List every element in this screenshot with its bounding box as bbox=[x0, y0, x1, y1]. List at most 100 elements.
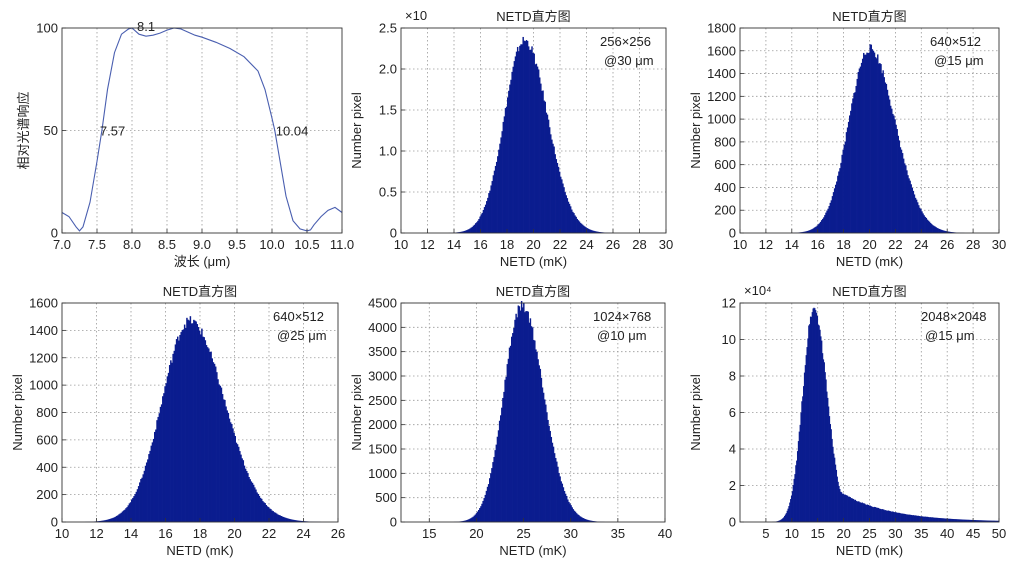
histogram-bar bbox=[837, 481, 839, 522]
y-tick-label: 50 bbox=[44, 123, 58, 138]
histogram-bar bbox=[250, 481, 253, 522]
histogram-bar bbox=[895, 124, 897, 233]
y-tick-label: 1600 bbox=[29, 296, 58, 311]
histogram-bar bbox=[512, 333, 514, 522]
x-tick-label: 10 bbox=[55, 526, 69, 541]
y-exponent-label: ×10⁴ bbox=[744, 283, 772, 298]
chart-title: NETD直方图 bbox=[496, 9, 570, 24]
histogram-bar bbox=[564, 192, 566, 233]
histogram-bar bbox=[893, 512, 895, 522]
x-tick-label: 12 bbox=[759, 237, 773, 252]
histogram-bar bbox=[867, 52, 869, 233]
histogram-bar bbox=[828, 406, 830, 522]
histogram-bar bbox=[196, 324, 199, 522]
histogram-bar bbox=[898, 512, 901, 522]
histogram-bar bbox=[986, 520, 988, 522]
histogram-bar bbox=[801, 401, 803, 522]
histogram-bar bbox=[929, 517, 932, 522]
histogram-bar bbox=[546, 114, 549, 233]
histogram-bar bbox=[502, 121, 505, 233]
y-tick-label: 1800 bbox=[707, 21, 736, 36]
histogram-bar bbox=[471, 226, 474, 233]
y-tick-label: 1.5 bbox=[379, 103, 397, 118]
histogram-bar bbox=[105, 519, 108, 522]
histogram-bar bbox=[978, 520, 980, 522]
histogram-bar bbox=[502, 397, 504, 522]
histogram-bar bbox=[546, 412, 548, 522]
histogram-bar bbox=[589, 520, 591, 522]
y-tick-label: 4 bbox=[729, 442, 736, 457]
histogram-bar bbox=[863, 503, 865, 522]
x-tick-label: 14 bbox=[785, 237, 799, 252]
histogram-bar bbox=[881, 73, 883, 234]
note-pitch: @15 μm bbox=[934, 53, 984, 68]
x-tick-label: 12 bbox=[89, 526, 103, 541]
histogram-bar bbox=[881, 509, 883, 522]
histogram-bar bbox=[462, 231, 465, 233]
histogram-bar bbox=[884, 510, 886, 522]
x-tick-label: 18 bbox=[500, 237, 514, 252]
histogram-bar bbox=[801, 232, 803, 233]
histogram-bar bbox=[887, 510, 889, 522]
histogram-bar bbox=[475, 513, 478, 522]
histogram-bar bbox=[244, 468, 247, 522]
histogram-bar bbox=[251, 482, 254, 522]
histogram-bar bbox=[830, 429, 832, 522]
histogram-bar bbox=[520, 301, 523, 522]
histogram-bar bbox=[883, 509, 885, 522]
histogram-bar bbox=[142, 474, 144, 522]
histogram-bar bbox=[865, 504, 867, 522]
histogram-bar bbox=[843, 494, 845, 522]
histogram-bar bbox=[232, 428, 234, 522]
histogram-bar bbox=[832, 192, 835, 233]
histogram-bar bbox=[989, 520, 991, 522]
histogram-bar bbox=[544, 101, 546, 233]
histogram-bar bbox=[205, 345, 208, 522]
histogram-bar bbox=[582, 224, 584, 233]
histogram-bar bbox=[186, 317, 188, 522]
histogram-bar bbox=[831, 438, 833, 522]
histogram-bar bbox=[513, 61, 516, 234]
y-tick-label: 200 bbox=[36, 487, 58, 502]
histogram-bar bbox=[537, 359, 539, 522]
y-tick-label: 1500 bbox=[368, 442, 397, 457]
histogram-bar bbox=[965, 519, 967, 522]
histogram-bar bbox=[842, 149, 844, 233]
histogram-bar bbox=[182, 329, 185, 522]
x-tick-label: 10.0 bbox=[259, 237, 284, 252]
histogram-bar bbox=[535, 63, 538, 233]
histogram-bar bbox=[891, 511, 893, 522]
histogram-bar bbox=[492, 462, 494, 522]
y-tick-label: 0 bbox=[390, 515, 397, 530]
histogram-bar bbox=[500, 415, 502, 522]
histogram-bar bbox=[558, 171, 561, 233]
x-axis-label: NETD (mK) bbox=[500, 254, 567, 269]
histogram-bar bbox=[548, 127, 551, 233]
histogram-bar bbox=[501, 407, 503, 522]
histogram-bar bbox=[531, 46, 533, 233]
histogram-bar bbox=[99, 520, 102, 522]
histogram-bar bbox=[838, 485, 840, 522]
histogram-bar bbox=[535, 349, 537, 522]
histogram-bar bbox=[506, 364, 509, 522]
histogram-bar bbox=[281, 516, 284, 522]
y-tick-label: 12 bbox=[722, 296, 736, 311]
histogram-bar bbox=[476, 511, 479, 522]
histogram-bar bbox=[885, 83, 888, 233]
histogram-bar bbox=[208, 348, 210, 522]
histogram-bar bbox=[491, 181, 493, 233]
histogram-bar bbox=[782, 518, 784, 522]
histogram-bar bbox=[568, 203, 571, 233]
histogram-bar bbox=[516, 46, 519, 233]
histogram-bar bbox=[151, 442, 154, 522]
histogram-bar bbox=[541, 90, 543, 233]
histogram-bar bbox=[571, 209, 573, 233]
panel-hist5: 5 10 15 20 25 30 35 40 45 50 0 2 4 6 8 10 12 NETD直方图 NETD … bbox=[688, 283, 1006, 558]
histogram-bar bbox=[577, 514, 579, 522]
histogram-bar bbox=[923, 215, 925, 233]
histogram-bar bbox=[543, 100, 545, 233]
histogram-bar bbox=[497, 430, 500, 522]
histogram-bar bbox=[902, 158, 905, 233]
histogram-bar bbox=[582, 518, 584, 522]
x-tick-label: 8.0 bbox=[123, 237, 141, 252]
